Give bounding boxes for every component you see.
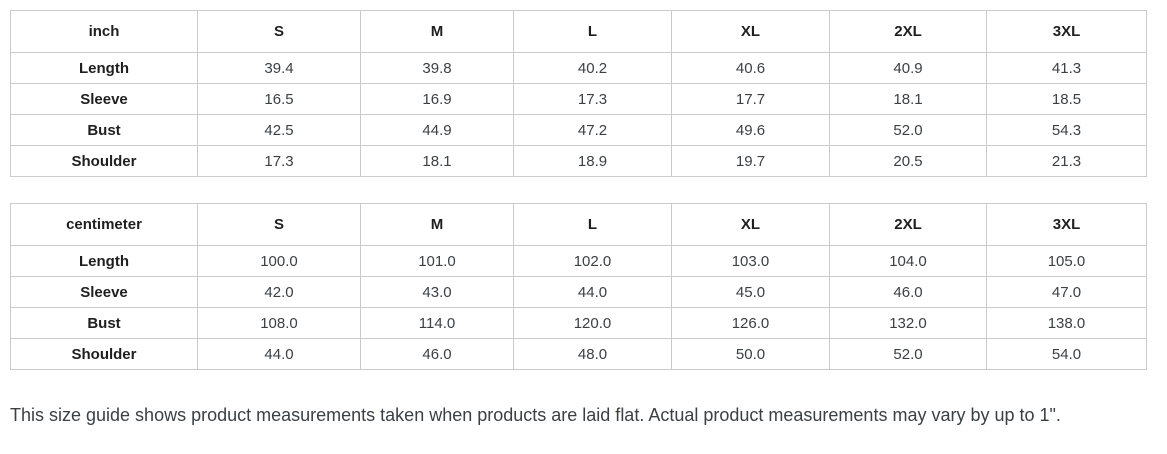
measurement-label: Length (10, 52, 198, 84)
measurement-value: 39.8 (360, 52, 514, 84)
size-table-centimeter: centimeter S M L XL 2XL 3XL Length 100.0… (10, 203, 1147, 370)
measurement-value: 40.9 (829, 52, 987, 84)
measurement-value: 48.0 (513, 338, 672, 370)
size-column-header-xl: XL (671, 203, 830, 246)
measurement-value: 46.0 (829, 276, 987, 308)
measurement-value: 103.0 (671, 245, 830, 277)
measurement-value: 54.0 (986, 338, 1147, 370)
size-column-header-m: M (360, 203, 514, 246)
measurement-value: 108.0 (197, 307, 361, 339)
measurement-value: 50.0 (671, 338, 830, 370)
measurement-value: 101.0 (360, 245, 514, 277)
measurement-value: 17.3 (197, 145, 361, 177)
measurement-value: 52.0 (829, 114, 987, 146)
measurement-value: 49.6 (671, 114, 830, 146)
size-table-inch: inch S M L XL 2XL 3XL Length 39.4 39.8 4… (10, 10, 1147, 177)
size-guide-note: This size guide shows product measuremen… (10, 405, 1061, 425)
measurement-value: 120.0 (513, 307, 672, 339)
measurement-label: Length (10, 245, 198, 277)
measurement-value: 102.0 (513, 245, 672, 277)
measurement-value: 54.3 (986, 114, 1147, 146)
size-column-header-l: L (513, 203, 672, 246)
measurement-value: 44.9 (360, 114, 514, 146)
size-column-header-2xl: 2XL (829, 203, 987, 246)
measurement-value: 44.0 (513, 276, 672, 308)
table-row-sleeve: Sleeve 16.5 16.9 17.3 17.7 18.1 18.5 (10, 83, 1147, 115)
measurement-value: 47.0 (986, 276, 1147, 308)
measurement-value: 46.0 (360, 338, 514, 370)
measurement-value: 105.0 (986, 245, 1147, 277)
measurement-value: 40.6 (671, 52, 830, 84)
size-column-header-2xl: 2XL (829, 10, 987, 53)
measurement-label: Bust (10, 307, 198, 339)
measurement-value: 21.3 (986, 145, 1147, 177)
measurement-value: 41.3 (986, 52, 1147, 84)
measurement-value: 42.5 (197, 114, 361, 146)
measurement-value: 18.9 (513, 145, 672, 177)
measurement-value: 16.9 (360, 83, 514, 115)
table-header-row: inch S M L XL 2XL 3XL (10, 10, 1147, 53)
measurement-value: 17.3 (513, 83, 672, 115)
measurement-value: 39.4 (197, 52, 361, 84)
measurement-value: 132.0 (829, 307, 987, 339)
measurement-value: 104.0 (829, 245, 987, 277)
size-column-header-m: M (360, 10, 514, 53)
size-column-header-xl: XL (671, 10, 830, 53)
measurement-value: 16.5 (197, 83, 361, 115)
measurement-label: Bust (10, 114, 198, 146)
table-row-shoulder: Shoulder 44.0 46.0 48.0 50.0 52.0 54.0 (10, 338, 1147, 370)
unit-header-cell: centimeter (10, 203, 198, 246)
table-row-sleeve: Sleeve 42.0 43.0 44.0 45.0 46.0 47.0 (10, 276, 1147, 308)
measurement-value: 18.1 (829, 83, 987, 115)
size-column-header-l: L (513, 10, 672, 53)
measurement-value: 52.0 (829, 338, 987, 370)
size-guide-page: inch S M L XL 2XL 3XL Length 39.4 39.8 4… (10, 10, 1147, 425)
measurement-label: Sleeve (10, 276, 198, 308)
measurement-label: Shoulder (10, 145, 198, 177)
measurement-value: 138.0 (986, 307, 1147, 339)
measurement-value: 42.0 (197, 276, 361, 308)
measurement-value: 114.0 (360, 307, 514, 339)
size-column-header-s: S (197, 10, 361, 53)
size-column-header-3xl: 3XL (986, 10, 1147, 53)
table-row-length: Length 39.4 39.8 40.2 40.6 40.9 41.3 (10, 52, 1147, 84)
measurement-value: 18.1 (360, 145, 514, 177)
measurement-value: 100.0 (197, 245, 361, 277)
measurement-value: 45.0 (671, 276, 830, 308)
measurement-label: Sleeve (10, 83, 198, 115)
measurement-value: 19.7 (671, 145, 830, 177)
table-row-length: Length 100.0 101.0 102.0 103.0 104.0 105… (10, 245, 1147, 277)
measurement-value: 17.7 (671, 83, 830, 115)
table-header-row: centimeter S M L XL 2XL 3XL (10, 203, 1147, 246)
table-row-bust: Bust 42.5 44.9 47.2 49.6 52.0 54.3 (10, 114, 1147, 146)
unit-header-cell: inch (10, 10, 198, 53)
measurement-value: 40.2 (513, 52, 672, 84)
measurement-value: 126.0 (671, 307, 830, 339)
table-row-bust: Bust 108.0 114.0 120.0 126.0 132.0 138.0 (10, 307, 1147, 339)
size-column-header-3xl: 3XL (986, 203, 1147, 246)
measurement-value: 47.2 (513, 114, 672, 146)
measurement-value: 43.0 (360, 276, 514, 308)
size-column-header-s: S (197, 203, 361, 246)
measurement-value: 44.0 (197, 338, 361, 370)
measurement-value: 18.5 (986, 83, 1147, 115)
measurement-value: 20.5 (829, 145, 987, 177)
measurement-label: Shoulder (10, 338, 198, 370)
table-row-shoulder: Shoulder 17.3 18.1 18.9 19.7 20.5 21.3 (10, 145, 1147, 177)
